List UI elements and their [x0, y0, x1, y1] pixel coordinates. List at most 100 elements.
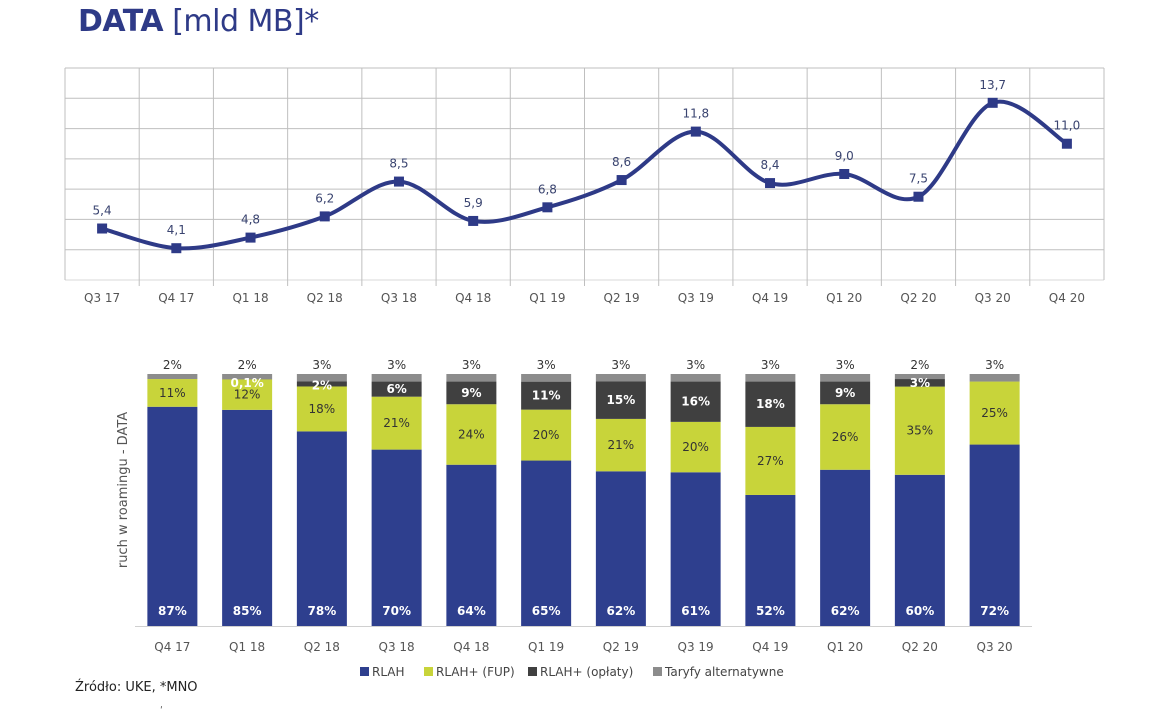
bar-data-labels: 87% 11% 2% 85% 12%0,1% 2% 78% 18% 2% 3% 70% 21% 6% 3%… [158, 358, 1009, 618]
bar-label-rlah: 87% [158, 604, 187, 618]
line-marker [393, 176, 404, 187]
bar-label-fup: 20% [533, 428, 560, 442]
page-title: DATA [mld MB]* [78, 4, 319, 39]
bar-label-rlah: 65% [532, 604, 561, 618]
bar-segment-rlah [595, 471, 646, 626]
bar-segments [147, 374, 1020, 626]
bar-label-oplaty: 9% [835, 386, 855, 400]
bar-label-oplaty: 18% [756, 397, 785, 411]
title-unit: [mld MB]* [172, 4, 319, 39]
bar-label-alt: 3% [462, 358, 481, 372]
bar-x-tick-label: Q4 17 [154, 640, 190, 654]
bar-x-tick-label: Q4 18 [453, 640, 489, 654]
bar-segment-alt [147, 374, 198, 380]
line-marker [245, 232, 256, 243]
bar-label-rlah: 64% [457, 604, 486, 618]
bar-segment-fup [595, 418, 646, 472]
bar-segment-alt [969, 374, 1020, 382]
bar-label-fup: 26% [832, 430, 859, 444]
bar-segment-alt [521, 374, 572, 382]
bar-segment-alt [670, 374, 721, 382]
legend-item-oplaty: RLAH+ (opłaty) [528, 665, 633, 679]
bar-label-alt: 2% [910, 358, 929, 372]
bar-segment-oplaty [446, 381, 497, 405]
line-marker [542, 202, 553, 213]
legend-label: RLAH+ (opłaty) [540, 665, 633, 679]
bar-x-tick-label: Q4 19 [752, 640, 788, 654]
line-data-label: 13,7 [979, 78, 1006, 92]
bar-label-oplaty: 6% [386, 382, 406, 396]
bar-segment-fup [969, 381, 1020, 445]
bar-label-alt: 3% [387, 358, 406, 372]
legend-item-fup: RLAH+ (FUP) [424, 665, 515, 679]
bar-segment-rlah [521, 460, 572, 626]
bar-label-fup: 12% [234, 388, 261, 402]
bar-x-tick-label: Q1 18 [229, 640, 265, 654]
line-x-tick-label: Q3 20 [975, 291, 1011, 305]
bar-segment-fup [894, 386, 945, 475]
bar-segment-rlah [894, 474, 945, 626]
line-x-tick-label: Q1 18 [232, 291, 268, 305]
bar-label-oplaty: 3% [910, 376, 930, 390]
bar-label-fup: 18% [309, 402, 336, 416]
bar-label-rlah: 61% [681, 604, 710, 618]
bar-label-alt: 2% [163, 358, 182, 372]
line-data-label: 5,4 [93, 204, 112, 218]
line-chart-grid [64, 67, 1105, 286]
bar-segment-oplaty [670, 381, 721, 422]
bar-x-tick-label: Q1 19 [528, 640, 564, 654]
line-chart: 5,4 4,1 4,8 6,2 8,5 5,9 6,8 8,6 11,8 8,4 9,0 7,5 13,… [64, 67, 1105, 305]
bar-label-alt: 3% [985, 358, 1004, 372]
bar-segment-rlah [820, 469, 871, 626]
bar-label-oplaty: 2% [312, 378, 332, 392]
bar-label-fup: 21% [608, 438, 635, 452]
line-x-tick-label: Q4 17 [158, 291, 194, 305]
bar-label-rlah: 85% [233, 604, 262, 618]
bar-segment-alt [371, 374, 422, 382]
bar-segment-fup [222, 379, 273, 410]
bar-label-rlah: 70% [382, 604, 411, 618]
bar-segment-alt [745, 374, 796, 382]
legend-swatch [360, 667, 369, 676]
bar-x-tick-label: Q3 20 [977, 640, 1013, 654]
bar-label-oplaty: 9% [461, 386, 481, 400]
line-marker [987, 97, 998, 108]
bar-label-fup: 11% [159, 386, 186, 400]
bar-segment-alt [296, 374, 347, 382]
bar-segment-rlah [969, 444, 1020, 626]
line-marker [1061, 138, 1072, 149]
bar-label-fup: 35% [907, 424, 934, 438]
bar-x-tick-label: Q3 19 [678, 640, 714, 654]
line-marker [839, 169, 850, 179]
bar-x-tick-label: Q3 18 [379, 640, 415, 654]
bar-label-oplaty: 0,1% [230, 376, 263, 390]
line-data-labels: 5,4 4,1 4,8 6,2 8,5 5,9 6,8 8,6 11,8 8,4 9,0 7,5 13,… [93, 78, 1081, 237]
bar-segment-oplaty [296, 381, 347, 387]
bar-y-axis-label: ruch w roamingu - DATA [116, 412, 131, 568]
bar-label-alt: 3% [761, 358, 780, 372]
bar-label-rlah: 78% [308, 604, 337, 618]
bar-segment-oplaty [595, 381, 646, 419]
bar-label-alt: 3% [686, 358, 705, 372]
line-data-label: 8,6 [612, 155, 631, 169]
bar-label-fup: 25% [981, 406, 1008, 420]
bar-segment-oplaty [894, 379, 945, 387]
line-marker [616, 175, 627, 186]
line-data-label: 7,5 [909, 172, 928, 186]
bar-segment-oplaty [745, 381, 796, 427]
legend-item-rlah: RLAH [360, 665, 405, 679]
line-data-label: 8,4 [760, 158, 779, 172]
legend-swatch [653, 667, 662, 676]
bar-segment-fup [296, 386, 347, 432]
bar-label-oplaty: 15% [607, 393, 636, 407]
line-x-tick-label: Q2 20 [900, 291, 936, 305]
line-marker [468, 215, 479, 226]
bar-segment-oplaty [521, 381, 572, 410]
source-note: Źródło: UKE, *MNO [75, 680, 198, 695]
bar-segment-alt [595, 374, 646, 382]
bar-label-rlah: 62% [607, 604, 636, 618]
bar-x-tick-label: Q2 19 [603, 640, 639, 654]
bar-segment-rlah [147, 406, 198, 626]
line-data-label: 6,2 [315, 191, 334, 205]
line-x-tick-label: Q3 18 [381, 291, 417, 305]
